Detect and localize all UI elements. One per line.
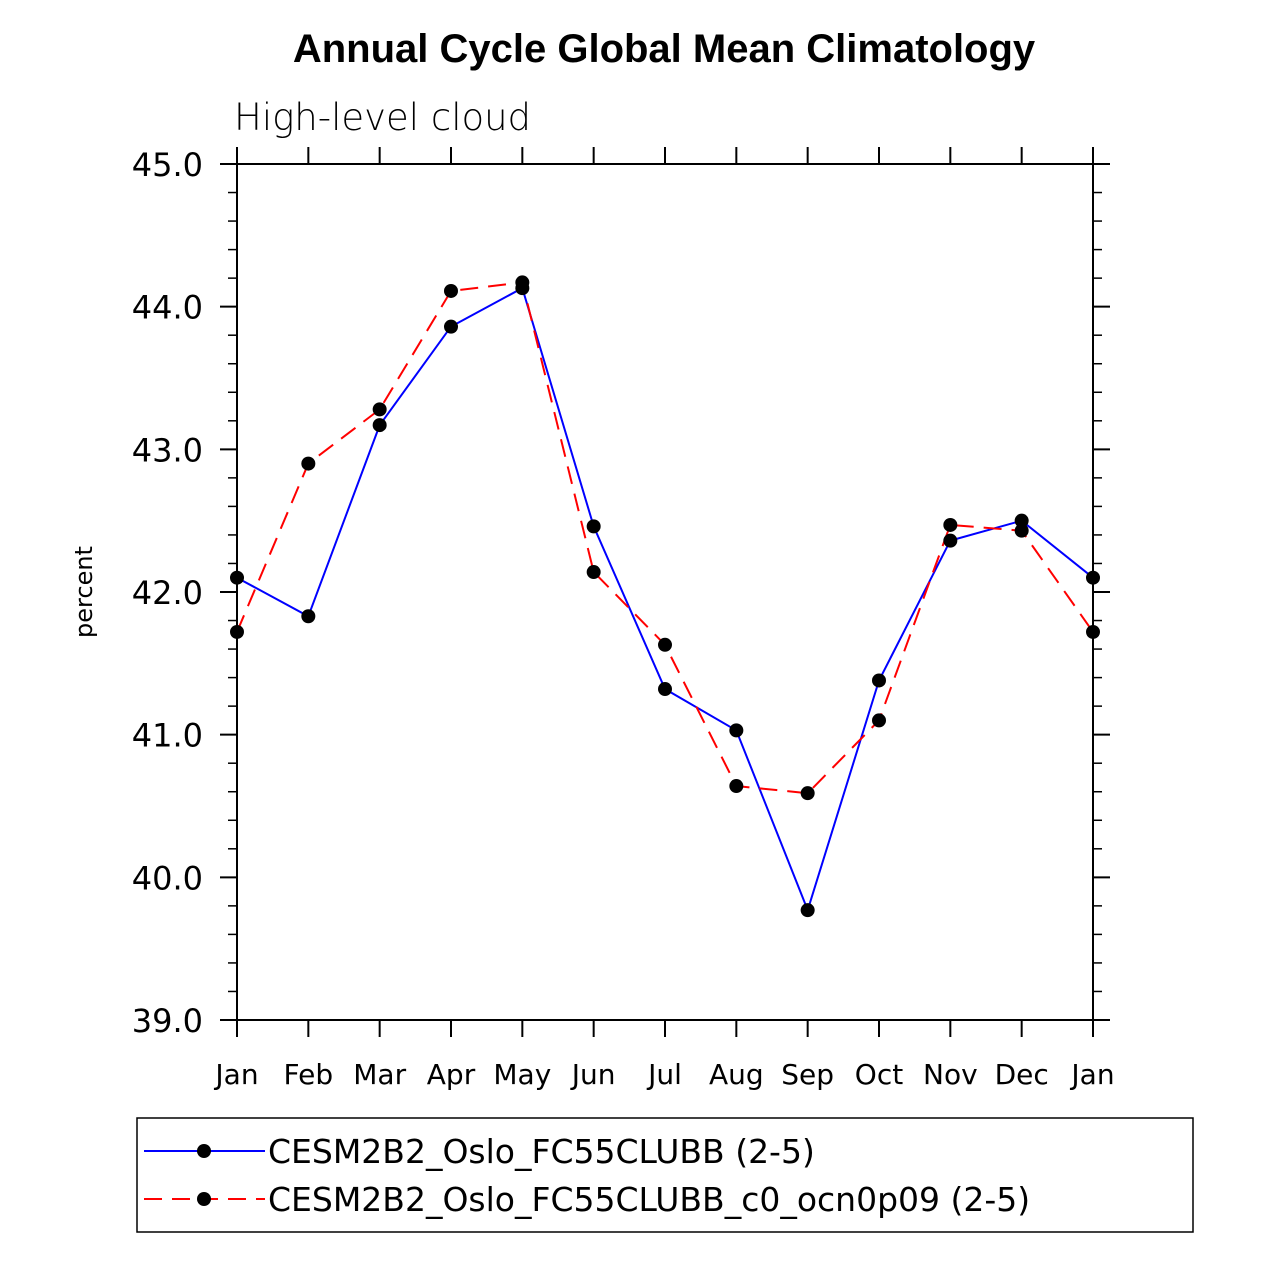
x-tick-label: Nov: [923, 1058, 978, 1091]
series-2-point: [943, 517, 958, 532]
series-1-point: [658, 682, 672, 697]
series-2-point: [872, 713, 886, 728]
x-tick-label: Oct: [855, 1058, 903, 1091]
y-tick-label: 45.0: [132, 146, 203, 184]
series-2-point: [1014, 523, 1029, 538]
major-ticks: [220, 147, 1110, 1037]
series-2-point: [230, 624, 244, 639]
legend-label-series-2: CESM2B2_Oslo_FC55CLUBB_c0_ocn0p09 (2-5): [268, 1180, 1030, 1219]
legend-box: [136, 1117, 1194, 1233]
series-lines: [236, 281, 1094, 914]
series-2-point: [729, 779, 744, 794]
legend-label-series-1: CESM2B2_Oslo_FC55CLUBB (2-5): [268, 1132, 815, 1171]
legend: CESM2B2_Oslo_FC55CLUBB (2-5) CESM2B2_Osl…: [136, 1117, 1194, 1233]
legend-marker-series-2: [197, 1192, 211, 1206]
series-2-point: [515, 275, 530, 290]
x-tick-label: Mar: [353, 1058, 406, 1091]
series-line-2: [236, 281, 1094, 795]
x-tick-label: Apr: [427, 1058, 476, 1091]
series-1-point: [800, 903, 815, 918]
x-tick-label: Jul: [646, 1058, 682, 1091]
x-tick-label: Sep: [781, 1058, 834, 1091]
x-tick-label: Jan: [213, 1058, 258, 1091]
y-tick-label: 41.0: [132, 717, 203, 755]
y-tick-label: 43.0: [132, 431, 203, 469]
series-markers: [230, 275, 1100, 918]
series-1-point: [230, 570, 244, 585]
x-tick-label: Dec: [995, 1058, 1049, 1091]
x-tick-label: Jun: [570, 1058, 616, 1091]
chart-title: Annual Cycle Global Mean Climatology: [293, 27, 1036, 71]
series-2-point: [658, 637, 672, 652]
series-1-point: [872, 673, 886, 688]
series-2-point: [444, 283, 458, 298]
series-2-point: [586, 565, 601, 580]
series-2-point: [800, 786, 815, 801]
y-tick-label: 44.0: [132, 289, 203, 327]
series-1-point: [301, 609, 316, 624]
legend-marker-series-1: [197, 1144, 211, 1158]
series-1-point: [1014, 513, 1029, 528]
series-1-point: [586, 519, 601, 534]
series-1-point: [444, 319, 458, 334]
chart-subtitle: High-level cloud: [234, 96, 531, 139]
series-1-point: [729, 723, 744, 738]
plot-frame: [236, 163, 1094, 1021]
x-tick-labels: Jan Feb Mar Apr May Jun Jul Aug Sep Oct Nov Dec Jan: [213, 1058, 1114, 1091]
x-tick-label: Feb: [284, 1058, 334, 1091]
x-tick-label: Jan: [1069, 1058, 1114, 1091]
series-2-point: [372, 402, 387, 417]
y-tick-labels: 39.0 40.0 41.0 42.0 43.0 44.0 45.0: [132, 146, 203, 1040]
y-tick-label: 40.0: [132, 859, 203, 897]
series-1-point: [372, 418, 387, 433]
x-tick-label: Aug: [709, 1058, 764, 1091]
series-2-point: [301, 456, 316, 471]
y-axis-label: percent: [70, 546, 98, 638]
series-2-point: [1086, 624, 1100, 639]
y-tick-label: 39.0: [132, 1002, 203, 1040]
series-line-1: [236, 286, 1094, 914]
series-1-point: [1086, 570, 1100, 585]
series-1-point: [943, 533, 958, 548]
minor-ticks: [228, 191, 1102, 993]
x-tick-label: May: [493, 1058, 551, 1091]
y-tick-label: 42.0: [132, 574, 203, 612]
